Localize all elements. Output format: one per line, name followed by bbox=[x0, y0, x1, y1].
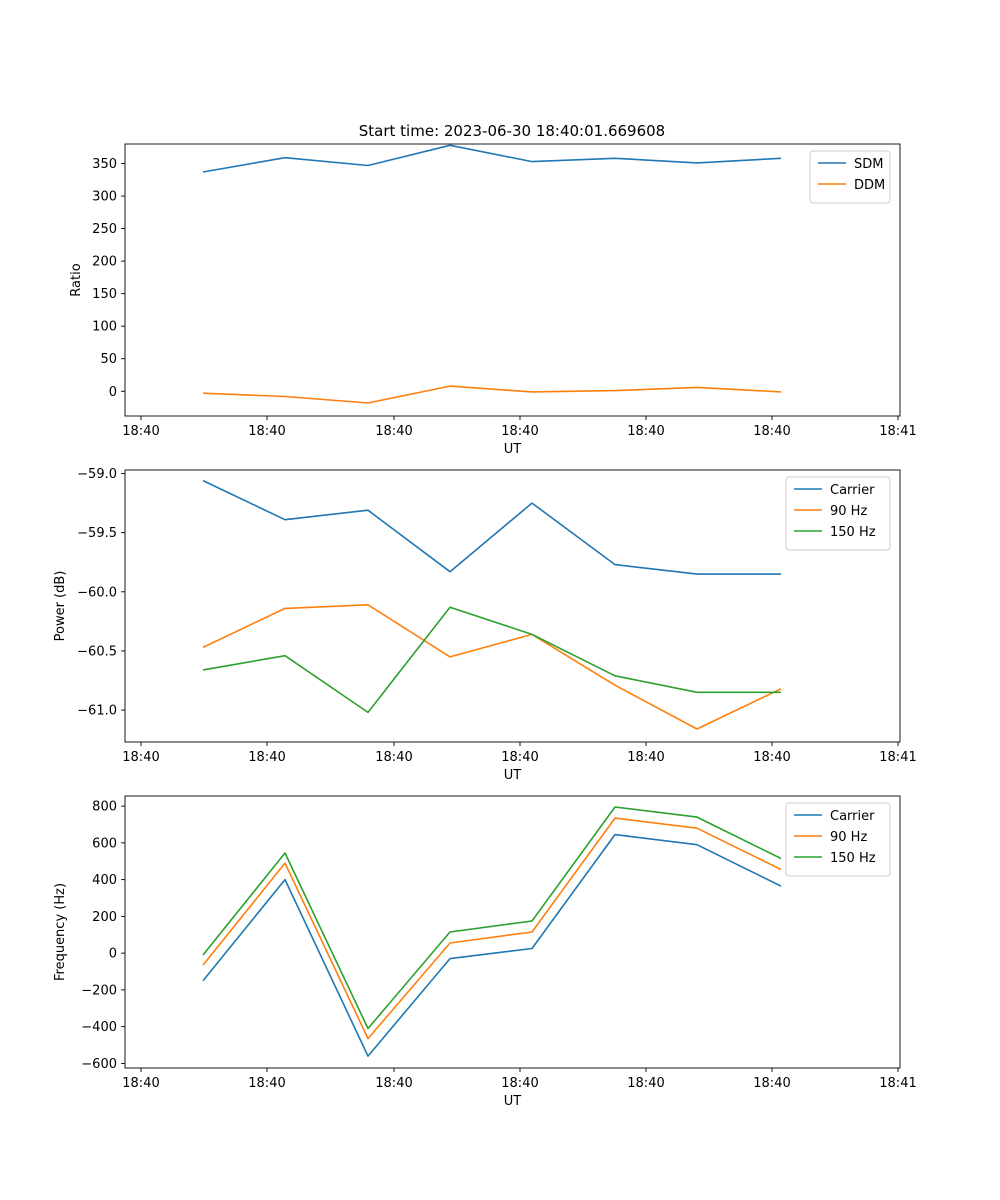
y-axis-label: Ratio bbox=[69, 263, 84, 296]
series-line-ddm bbox=[202, 385, 782, 404]
legend-label: SDM bbox=[854, 157, 883, 172]
x-tick-label: 18:40 bbox=[122, 1076, 159, 1091]
subplot-2: 18:40 18:40 18:40 18:40 18:40 18:40 18:41 −59.0… bbox=[53, 467, 917, 783]
x-axis-label: UT bbox=[504, 768, 522, 783]
legend-label: DDM bbox=[854, 178, 885, 193]
x-tick-label: 18:40 bbox=[501, 750, 538, 765]
subplot-3: 18:40 18:40 18:40 18:40 18:40 18:40 18:41 −600 −… bbox=[53, 795, 917, 1109]
y-tick-label: −200 bbox=[81, 983, 117, 998]
y-tick-label: 100 bbox=[92, 320, 117, 335]
x-tick-label: 18:40 bbox=[248, 424, 285, 439]
x-tick-label: 18:40 bbox=[753, 1076, 790, 1091]
legend-label: 90 Hz bbox=[830, 830, 867, 845]
x-axis-label: UT bbox=[504, 1094, 522, 1109]
legend-label: 150 Hz bbox=[830, 851, 876, 866]
y-tick-label: −59.5 bbox=[77, 526, 117, 541]
x-tick-label: 18:41 bbox=[879, 750, 916, 765]
legend-label: 90 Hz bbox=[830, 504, 867, 519]
x-tick-label: 18:40 bbox=[122, 750, 159, 765]
series-line-sdm bbox=[202, 144, 782, 173]
x-tick-label: 18:40 bbox=[375, 424, 412, 439]
x-tick-label: 18:40 bbox=[122, 424, 159, 439]
y-tick-label: 50 bbox=[100, 352, 117, 367]
y-axis-label: Frequency (Hz) bbox=[53, 883, 68, 981]
series-line-90-hz bbox=[202, 603, 782, 730]
y-tick-label: −400 bbox=[81, 1020, 117, 1035]
y-tick-label: −60.0 bbox=[77, 585, 117, 600]
series-line-90-hz bbox=[202, 817, 782, 1040]
y-tick-label: 800 bbox=[92, 800, 117, 815]
x-axis-label: UT bbox=[504, 442, 522, 457]
x-tick-label: 18:40 bbox=[501, 424, 538, 439]
y-axis-label: Power (dB) bbox=[53, 571, 68, 642]
x-tick-label: 18:41 bbox=[879, 424, 916, 439]
x-tick-label: 18:40 bbox=[753, 424, 790, 439]
x-tick-label: 18:40 bbox=[501, 1076, 538, 1091]
legend-label: 150 Hz bbox=[830, 525, 876, 540]
legend-label: Carrier bbox=[830, 483, 875, 498]
series-line-150-hz bbox=[202, 606, 781, 714]
y-tick-label: 350 bbox=[92, 157, 117, 172]
legend: Carrier 90 Hz 150 Hz bbox=[785, 802, 891, 877]
legend-label: Carrier bbox=[830, 809, 875, 824]
y-tick-label: 0 bbox=[109, 947, 117, 962]
y-tick-label: 600 bbox=[92, 836, 117, 851]
figure-title: Start time: 2023-06-30 18:40:01.669608 bbox=[359, 122, 665, 140]
x-tick-label: 18:40 bbox=[248, 1076, 285, 1091]
legend: SDM DDM bbox=[809, 150, 891, 204]
series-line-carrier bbox=[202, 479, 781, 575]
x-tick-label: 18:40 bbox=[627, 750, 664, 765]
x-tick-label: 18:40 bbox=[248, 750, 285, 765]
y-tick-label: −59.0 bbox=[77, 467, 117, 482]
subplots: 18:40 18:40 18:40 18:40 18:40 18:40 18:41 0 50 10… bbox=[53, 143, 917, 1109]
y-tick-label: 300 bbox=[92, 190, 117, 205]
y-tick-label: 0 bbox=[109, 385, 117, 400]
x-tick-label: 18:40 bbox=[627, 1076, 664, 1091]
x-tick-label: 18:40 bbox=[375, 1076, 412, 1091]
axes-frame bbox=[124, 469, 901, 743]
y-tick-label: 200 bbox=[92, 910, 117, 925]
series-line-carrier bbox=[202, 833, 782, 1057]
x-tick-label: 18:40 bbox=[753, 750, 790, 765]
y-tick-label: 150 bbox=[92, 287, 117, 302]
y-tick-label: −600 bbox=[81, 1057, 117, 1072]
legend-box bbox=[809, 150, 891, 204]
subplot-1: 18:40 18:40 18:40 18:40 18:40 18:40 18:41 0 50 10… bbox=[69, 143, 917, 457]
y-tick-label: −61.0 bbox=[77, 704, 117, 719]
y-tick-label: −60.5 bbox=[77, 644, 117, 659]
axes-frame bbox=[124, 795, 901, 1069]
x-tick-label: 18:41 bbox=[879, 1076, 916, 1091]
series-line-150-hz bbox=[202, 806, 782, 1030]
axes-frame bbox=[124, 143, 901, 417]
legend: Carrier 90 Hz 150 Hz bbox=[785, 476, 891, 551]
x-tick-label: 18:40 bbox=[375, 750, 412, 765]
x-tick-label: 18:40 bbox=[627, 424, 664, 439]
y-tick-label: 200 bbox=[92, 255, 117, 270]
y-tick-label: 250 bbox=[92, 222, 117, 237]
y-tick-label: 400 bbox=[92, 873, 117, 888]
